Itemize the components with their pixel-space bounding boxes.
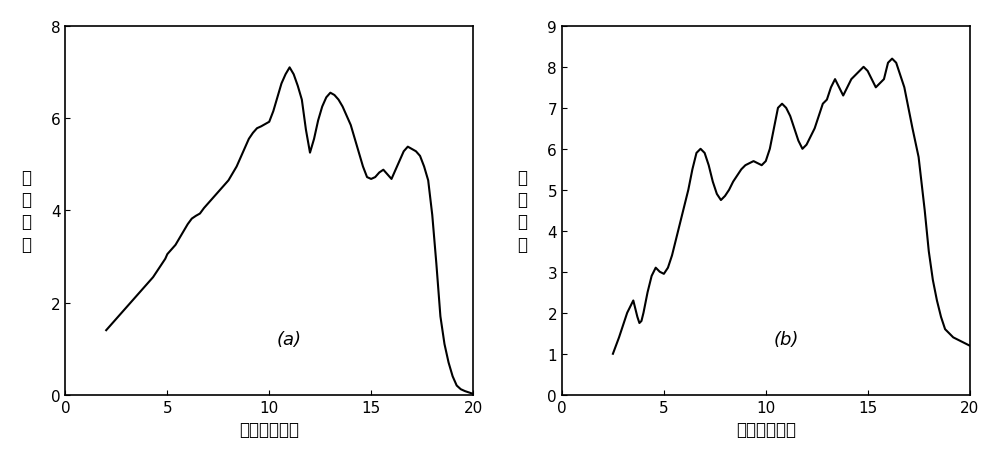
Text: (a): (a) — [277, 330, 302, 349]
X-axis label: 波长（微米）: 波长（微米） — [239, 420, 299, 438]
Y-axis label: 相
对
响
应: 相 对 响 应 — [21, 168, 31, 253]
X-axis label: 波长（微米）: 波长（微米） — [736, 420, 796, 438]
Y-axis label: 相
对
响
应: 相 对 响 应 — [517, 168, 527, 253]
Text: (b): (b) — [773, 330, 799, 349]
